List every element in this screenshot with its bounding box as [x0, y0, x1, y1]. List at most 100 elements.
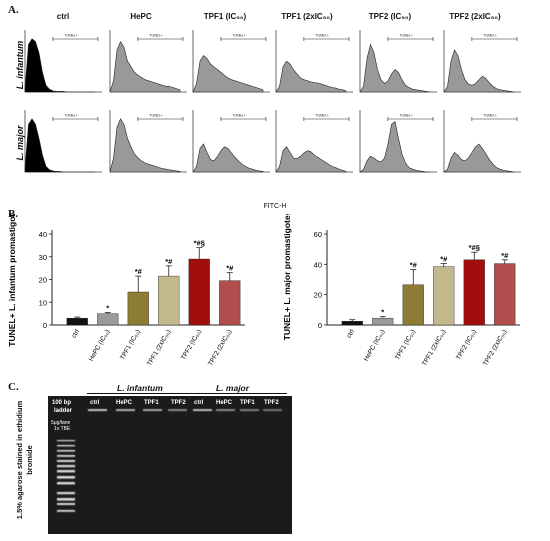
column-header-ctrl: ctrl [56, 12, 70, 21]
gel-label-load: 5μg/lane [51, 420, 71, 426]
histogram-linfantum-2: TUNEL+ [192, 30, 270, 93]
histogram-area [443, 49, 515, 93]
ladder-band [57, 465, 75, 468]
genomic-dna-band [168, 409, 187, 412]
category-label: TPF2 (IC₅₀) [455, 329, 478, 362]
category-label: TPF2 (IC₅₀) [180, 329, 203, 362]
y-tick-label: 30 [39, 253, 47, 262]
ladder-band [57, 450, 75, 452]
histogram-lmajor-1: TUNEL+ [109, 110, 187, 173]
column-header-hepc: HePC [130, 12, 152, 21]
ladder-band [57, 498, 75, 501]
tunel-gate-label: TUNEL+ [399, 34, 413, 38]
category-label: TPF1 (IC₅₀) [119, 329, 142, 362]
gel-lane-label-maj-hepc: HePC [216, 400, 233, 406]
histogram-lmajor-4: TUNEL+ [359, 110, 437, 173]
y-axis-label: TUNEL+ L. infantum promastigotes [7, 214, 17, 347]
ladder-bands [57, 440, 75, 512]
significance-marker: * [106, 303, 109, 312]
gel-side-label: 1.5% agarose stained in ethidium bromide [15, 400, 34, 520]
gel-lane-label-maj-ctrl: ctrl [194, 400, 204, 406]
category-label: TPF1 (2xIC₅₀) [146, 329, 172, 368]
tunel-gate-label: TUNEL+ [64, 34, 78, 38]
gel-group-underline-infantum [87, 393, 195, 394]
histogram-area [24, 38, 95, 93]
bar-5 [494, 263, 516, 326]
y-tick-label: 40 [39, 230, 47, 239]
category-label: TPF1 (2xIC₅₀) [421, 329, 447, 368]
ladder-band [57, 492, 75, 495]
genomic-dna-band [216, 409, 235, 412]
tunel-gate-label: TUNEL+ [149, 114, 163, 118]
gel-group-l-infantum: L. infantum [117, 383, 163, 393]
bar-5 [219, 280, 241, 326]
agarose-gel-image: 100 bp ladder 5μg/lane 1x TBE ctrl HePC … [48, 396, 292, 534]
tunel-gate-label: TUNEL+ [64, 114, 78, 118]
histogram-linfantum-4: TUNEL+ [359, 30, 437, 93]
histogram-area [275, 60, 347, 93]
y-tick-label: 60 [314, 230, 322, 239]
tunel-gate-label: TUNEL+ [483, 34, 497, 38]
gel-lane-label-inf-hepc: HePC [116, 400, 133, 406]
histogram-lmajor-0: TUNEL+ [24, 110, 102, 173]
y-tick-label: 40 [314, 260, 322, 269]
histogram-area [109, 40, 181, 93]
category-label: HePC (IC₅₀) [88, 329, 112, 363]
y-tick-label: 20 [314, 291, 322, 300]
column-header-tpf1-2xic50: TPF1 (2xIC₅₀) [281, 12, 333, 21]
bar-3 [158, 275, 180, 326]
histogram-lmajor-5: TUNEL+ [443, 110, 521, 173]
significance-marker: *#§ [194, 239, 205, 248]
tunel-gate-label: TUNEL+ [483, 114, 497, 118]
tunel-gate-label: TUNEL+ [232, 34, 246, 38]
column-header-tpf2-2xic50: TPF2 (2xIC₅₀) [449, 12, 501, 21]
histogram-linfantum-1: TUNEL+ [109, 30, 187, 93]
significance-marker: *#§ [469, 243, 480, 252]
bar-3 [433, 266, 455, 326]
gel-lane-label-maj-tpf2: TPF2 [264, 400, 279, 406]
ladder-band [57, 470, 75, 473]
bar-1 [372, 317, 394, 326]
ladder-band [57, 460, 75, 462]
gel-group-l-major: L. major [216, 383, 250, 393]
y-axis-label: TUNEL+ L. major promastigotes [282, 214, 292, 340]
genomic-dna-band [240, 409, 259, 412]
y-tick-label: 20 [39, 276, 47, 285]
y-tick-label: 0 [43, 321, 47, 330]
y-tick-label: 10 [39, 298, 47, 307]
significance-marker: * [381, 308, 384, 317]
significance-marker: *# [165, 257, 173, 266]
tunel-gate-label: TUNEL+ [315, 34, 329, 38]
ladder-band [57, 445, 75, 447]
bar-2 [127, 291, 149, 326]
tunel-gate-label: TUNEL+ [232, 114, 246, 118]
tunel-gate-label: TUNEL+ [315, 114, 329, 118]
gel-lane-label-inf-tpf2: TPF2 [171, 400, 186, 406]
category-label: TPF1 (IC₅₀) [394, 329, 417, 362]
bar-4 [463, 259, 485, 326]
histogram-area [443, 143, 515, 173]
significance-marker: *# [226, 264, 234, 273]
histogram-area [192, 143, 264, 173]
sample-bands [88, 409, 282, 412]
gel-lane-label-inf-ctrl: ctrl [90, 400, 100, 406]
gel-lane-label-inf-tpf1: TPF1 [144, 400, 159, 406]
histogram-area [24, 118, 95, 173]
histogram-area [275, 146, 347, 173]
histogram-lmajor-3: TUNEL+ [275, 110, 353, 173]
gel-group-underline-major [192, 393, 287, 394]
y-tick-label: 0 [318, 321, 322, 330]
gel-label-ladder: ladder [54, 408, 73, 414]
genomic-dna-band [88, 409, 107, 412]
genomic-dna-band [193, 409, 212, 412]
tunel-gate-label: TUNEL+ [399, 114, 413, 118]
significance-marker: *# [501, 251, 509, 260]
bar-1 [97, 313, 119, 326]
panel-label-c: C. [8, 381, 19, 393]
gel-bands [57, 409, 282, 512]
bar-0 [66, 317, 88, 326]
significance-marker: *# [135, 267, 143, 276]
category-label: HePC (IC₅₀) [363, 329, 387, 363]
tunel-gate-label: TUNEL+ [149, 34, 163, 38]
ladder-band [57, 510, 75, 512]
